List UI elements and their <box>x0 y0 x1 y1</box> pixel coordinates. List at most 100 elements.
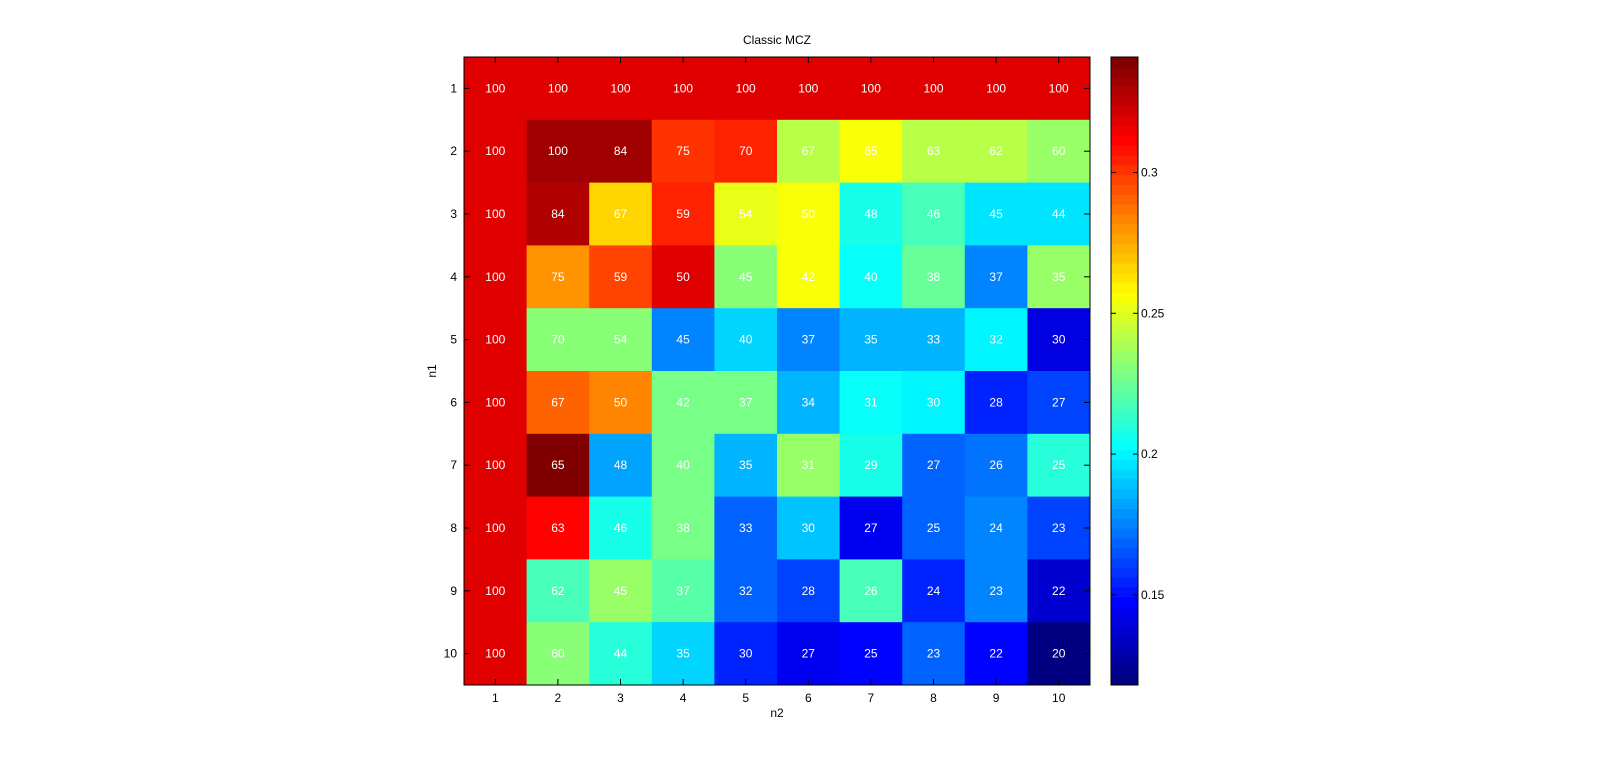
y-tick-label: 2 <box>450 144 457 158</box>
colorbar-band <box>1111 478 1138 490</box>
colorbar-band <box>1111 675 1138 686</box>
heatmap-cell <box>714 308 778 372</box>
cell-label: 100 <box>485 395 505 409</box>
colorbar-band <box>1111 586 1138 598</box>
x-tick-label: 7 <box>868 691 875 705</box>
cell-label: 42 <box>802 270 816 284</box>
cell-label: 46 <box>614 521 628 535</box>
colorbar-band <box>1111 420 1138 431</box>
colorbar-band <box>1111 361 1138 372</box>
cell-label: 28 <box>802 584 816 598</box>
colorbar-band <box>1111 223 1138 235</box>
cell-label: 42 <box>676 395 690 409</box>
cell-label: 50 <box>676 270 690 284</box>
cell-label: 32 <box>739 584 753 598</box>
heatmap-cell <box>526 182 590 246</box>
colorbar-band <box>1111 331 1138 343</box>
heatmap-cell <box>902 433 966 498</box>
colorbar-tick-label: 0.25 <box>1141 306 1165 320</box>
cell-label: 100 <box>1049 81 1069 95</box>
cell-label: 100 <box>673 81 693 95</box>
cell-label: 100 <box>548 144 568 158</box>
y-axis-label: n1 <box>425 364 439 378</box>
colorbar-band <box>1111 449 1138 460</box>
x-tick-label: 10 <box>1052 691 1066 705</box>
heatmap-cell <box>714 559 778 623</box>
heatmap-cell <box>651 308 715 372</box>
colorbar-band <box>1111 655 1138 666</box>
heatmap-cell <box>777 57 841 121</box>
heatmap-cell <box>589 182 653 246</box>
colorbar-band <box>1111 371 1138 382</box>
heatmap-cell <box>902 119 966 184</box>
cell-label: 25 <box>927 521 941 535</box>
heatmap-cell <box>651 371 715 435</box>
cell-label: 27 <box>1052 395 1066 409</box>
cell-label: 24 <box>927 584 941 598</box>
heatmap-cell <box>902 245 966 309</box>
cell-label: 30 <box>1052 333 1066 347</box>
cell-label: 75 <box>551 270 565 284</box>
heatmap-cell <box>651 182 715 246</box>
heatmap-cell <box>714 245 778 309</box>
heatmap-cell <box>777 245 841 309</box>
colorbar-band <box>1111 194 1138 205</box>
cell-label: 84 <box>614 144 628 158</box>
colorbar-band <box>1111 282 1138 293</box>
colorbar-tick-label: 0.15 <box>1141 588 1165 602</box>
colorbar-band <box>1111 557 1138 568</box>
cell-label: 40 <box>676 458 690 472</box>
heatmap-cell <box>714 371 778 435</box>
colorbar-band <box>1111 125 1138 136</box>
heatmap-cell <box>714 182 778 246</box>
y-tick-label: 8 <box>450 521 457 535</box>
colorbar-band <box>1111 665 1138 676</box>
x-tick-label: 6 <box>805 691 812 705</box>
cell-label: 65 <box>864 144 878 158</box>
heatmap-cell <box>964 371 1028 435</box>
cell-label: 67 <box>802 144 816 158</box>
heatmap-cell <box>1027 371 1091 435</box>
plot-frame <box>463 56 1091 686</box>
heatmap-cell <box>651 622 715 686</box>
y-tick-label: 4 <box>450 270 457 284</box>
cell-label: 60 <box>1052 144 1066 158</box>
x-tick-label: 9 <box>993 691 1000 705</box>
heatmap-cell <box>589 496 653 560</box>
cell-label: 60 <box>551 647 565 661</box>
heatmap-cell <box>902 57 966 121</box>
colorbar-frame <box>1110 56 1139 686</box>
heatmap-cell <box>651 433 715 498</box>
cell-label: 45 <box>614 584 628 598</box>
x-tick-label: 1 <box>492 691 499 705</box>
colorbar-tick-label: 0.2 <box>1141 447 1158 461</box>
cell-label: 26 <box>864 584 878 598</box>
cell-label: 38 <box>676 521 690 535</box>
colorbar-band <box>1111 567 1138 578</box>
heatmap-cell <box>964 308 1028 372</box>
cell-label: 30 <box>927 395 941 409</box>
heatmap-cell <box>526 119 590 184</box>
colorbar-band <box>1111 57 1138 68</box>
cell-label: 100 <box>861 81 881 95</box>
cell-label: 65 <box>551 458 565 472</box>
heatmap-cell <box>464 559 528 623</box>
cell-label: 22 <box>1052 584 1066 598</box>
cell-label: 100 <box>485 521 505 535</box>
cell-label: 67 <box>551 395 565 409</box>
colorbar-band <box>1111 66 1138 78</box>
y-tick-label: 7 <box>450 458 457 472</box>
heatmap-cell <box>526 496 590 560</box>
heatmap-cell <box>964 433 1028 498</box>
cell-label: 25 <box>1052 458 1066 472</box>
heatmap-cell <box>839 308 903 372</box>
cell-label: 24 <box>989 521 1003 535</box>
heatmap-cell <box>902 182 966 246</box>
heatmap-cell <box>964 559 1028 623</box>
heatmap-cell <box>777 559 841 623</box>
cell-label: 100 <box>986 81 1006 95</box>
heatmap-cell <box>589 371 653 435</box>
heatmap-cell <box>1027 433 1091 498</box>
colorbar-band <box>1111 263 1138 274</box>
colorbar-band <box>1111 164 1138 176</box>
